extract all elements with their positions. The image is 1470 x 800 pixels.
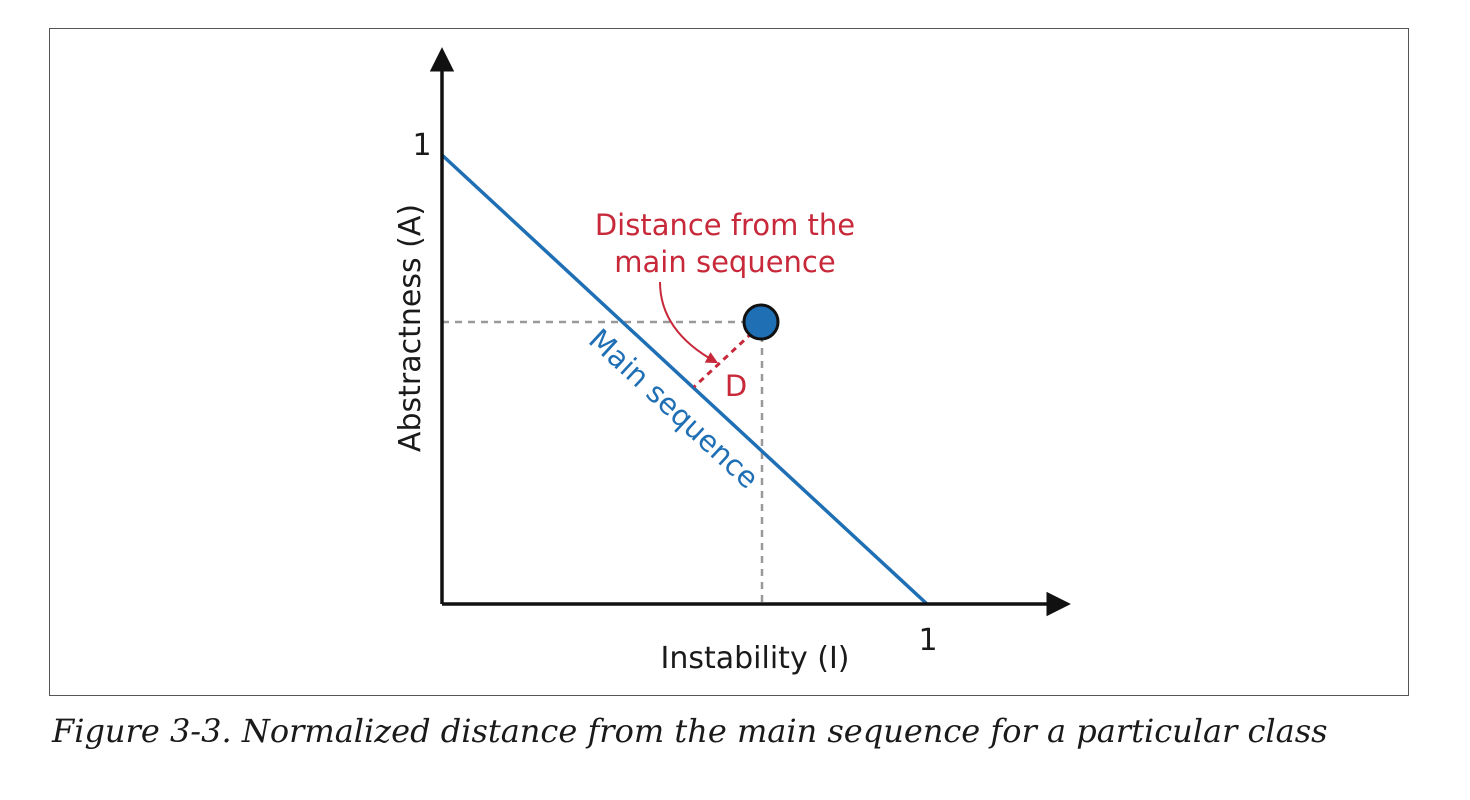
annotation-arrow — [659, 281, 719, 364]
class-data-point — [742, 303, 780, 341]
main-sequence-line — [440, 153, 929, 606]
y-axis-label: Abstractness (A) — [393, 204, 428, 452]
main-sequence-label: Main sequence — [582, 322, 765, 495]
distance-label-line1: Distance from the — [595, 208, 855, 242]
distance-label-line2: main sequence — [614, 245, 835, 279]
y-tick-label: 1 — [412, 128, 431, 163]
x-tick-label: 1 — [918, 623, 937, 658]
d-label: D — [725, 369, 747, 403]
distance-d-line — [692, 331, 754, 389]
x-axis-label: Instability (I) — [661, 641, 850, 676]
figure-caption: Figure 3-3. Normalized distance from the… — [52, 712, 1328, 750]
figure-frame — [49, 28, 1409, 696]
